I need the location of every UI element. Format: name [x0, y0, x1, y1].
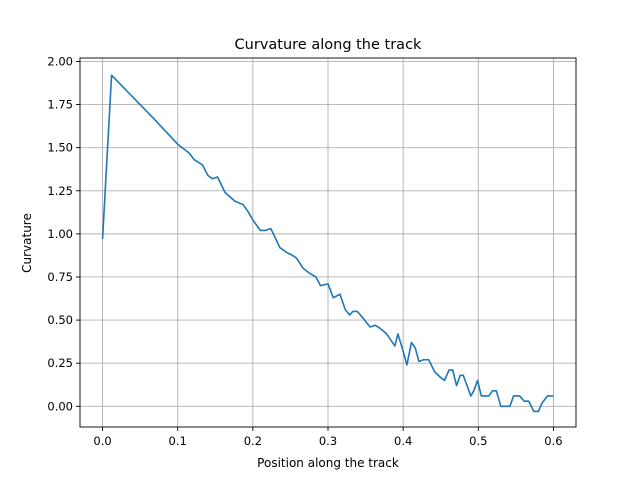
y-axis-label: Curvature [20, 213, 34, 273]
y-axis: 0.00 0.25 0.50 0.75 1.00 1.25 1.50 1.75 2.00 [47, 54, 80, 413]
series-layer [101, 74, 554, 413]
y-tick-label: 1.75 [47, 98, 73, 112]
y-tick-label: 1.25 [47, 184, 73, 198]
chart-title: Curvature along the track [235, 37, 422, 53]
x-tick-label: 0.1 [169, 434, 187, 448]
y-tick-label: 2.00 [47, 54, 73, 68]
y-tick-label: 1.00 [47, 227, 73, 241]
y-tick-label: 1.50 [47, 141, 73, 155]
x-tick-label: 0.4 [394, 434, 412, 448]
y-tick-label: 0.75 [47, 270, 73, 284]
x-tick-label: 0.3 [319, 434, 337, 448]
x-tick-label: 0.6 [544, 434, 562, 448]
x-axis-label: Position along the track [257, 456, 399, 470]
x-tick-label: 0.0 [93, 434, 111, 448]
y-tick-label: 0.25 [47, 356, 73, 370]
y-tick-label: 0.00 [47, 399, 73, 413]
grid [80, 58, 576, 427]
x-tick-label: 0.2 [244, 434, 262, 448]
x-tick-label: 0.5 [469, 434, 487, 448]
x-axis: 0.0 0.1 0.2 0.3 0.4 0.5 0.6 [93, 427, 563, 448]
y-tick-label: 0.50 [47, 313, 73, 327]
series-line [101, 74, 554, 413]
